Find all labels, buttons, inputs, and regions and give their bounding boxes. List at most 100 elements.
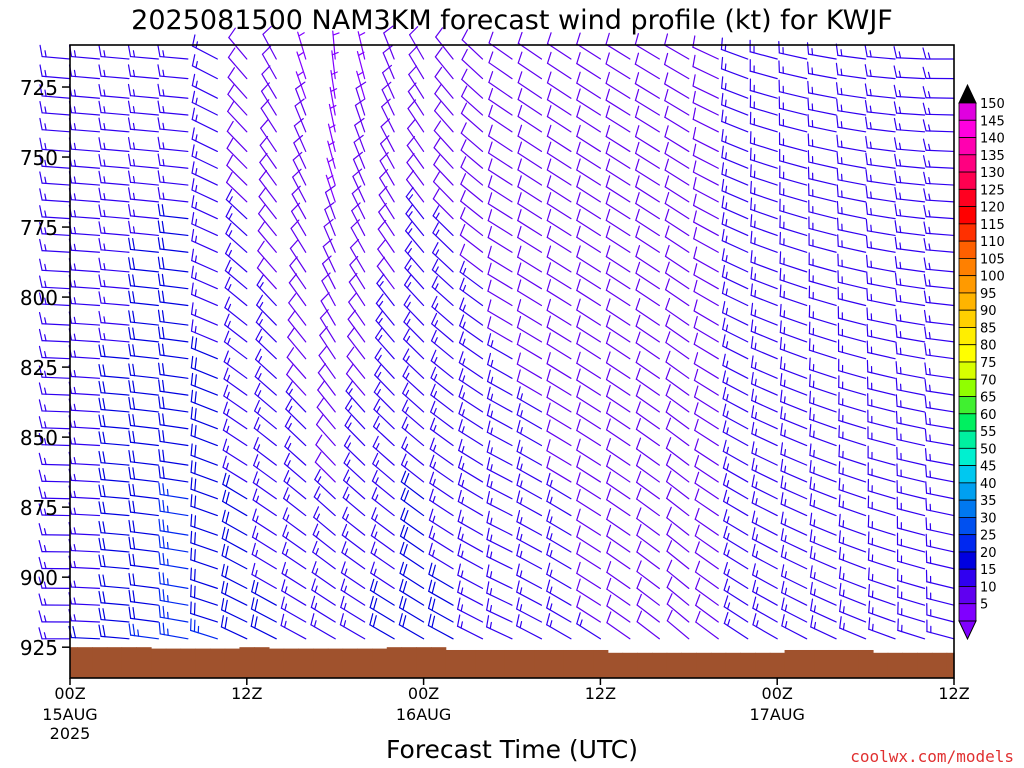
barb-full <box>102 414 106 428</box>
colorbar-label: 115 <box>980 218 1005 233</box>
wind-barb <box>576 542 602 570</box>
barb-half <box>195 80 198 88</box>
barb-full <box>292 168 302 178</box>
wind-barb <box>128 257 159 273</box>
wind-barb <box>461 48 484 80</box>
x-tick-label: 12Z <box>585 684 616 703</box>
barb-full <box>162 449 165 463</box>
barb-half <box>519 570 523 578</box>
barb-half <box>813 519 816 527</box>
barb-full <box>865 185 868 199</box>
barb-full <box>487 158 493 171</box>
barb-full <box>260 99 270 109</box>
wind-barb <box>487 158 513 186</box>
barb-full <box>348 292 357 303</box>
barb-shaft <box>343 479 366 500</box>
barb-full <box>401 416 408 429</box>
barb-half <box>840 121 843 129</box>
wind-barb <box>39 171 71 186</box>
barb-full <box>894 256 898 269</box>
barb-full <box>664 141 669 155</box>
wind-barb <box>838 461 867 483</box>
wind-barb <box>68 538 101 553</box>
barb-half <box>162 89 165 97</box>
wind-barb <box>923 238 955 253</box>
terrain-column <box>504 649 520 678</box>
barb-half <box>726 446 729 454</box>
wind-barb <box>371 487 395 517</box>
barb-shaft <box>779 160 808 169</box>
barb-full <box>605 401 611 414</box>
barb-shaft <box>546 607 572 623</box>
wind-barb <box>349 238 366 273</box>
barb-half <box>43 528 47 536</box>
barb-full <box>132 380 136 394</box>
barb-half <box>549 516 553 524</box>
barb-half <box>461 462 465 471</box>
barb-full <box>895 325 898 338</box>
barb-full <box>190 584 192 598</box>
barb-half <box>343 585 347 593</box>
barb-half <box>928 124 931 132</box>
wind-barb <box>294 98 307 133</box>
barb-shaft <box>258 195 277 220</box>
barb-shaft <box>576 236 602 253</box>
barb-shaft <box>749 106 778 116</box>
barb-full <box>517 105 523 118</box>
barb-shaft <box>837 334 867 343</box>
wind-barb <box>157 153 189 169</box>
wind-barb <box>605 351 631 379</box>
barb-shaft <box>457 520 484 536</box>
barb-full <box>190 302 194 315</box>
barb-shaft <box>866 282 896 290</box>
barb-full <box>132 363 136 377</box>
barb-shaft <box>723 622 749 640</box>
barb-shaft <box>750 192 778 203</box>
barb-half <box>784 621 788 629</box>
barb-half <box>725 341 729 349</box>
barb-shaft <box>808 349 837 360</box>
wind-barb <box>635 367 660 396</box>
barb-half <box>317 476 322 483</box>
barb-full <box>378 202 387 213</box>
barb-half <box>725 218 728 227</box>
barb-full <box>400 487 406 500</box>
barb-shaft <box>837 264 867 273</box>
wind-barb <box>665 453 690 483</box>
barb-shaft <box>312 534 336 553</box>
barb-full <box>460 156 467 168</box>
wind-barb <box>576 595 602 623</box>
barb-full <box>128 220 132 234</box>
wind-barb <box>68 274 101 290</box>
barb-shaft <box>576 429 602 447</box>
barb-full <box>605 88 611 101</box>
barb-full <box>161 363 165 376</box>
barb-full <box>693 210 697 223</box>
terrain-column <box>593 649 609 678</box>
barb-shaft <box>694 413 719 430</box>
barb-half <box>377 317 383 325</box>
wind-barb <box>342 486 366 517</box>
barb-shaft <box>750 294 778 307</box>
barb-shaft <box>866 180 896 186</box>
wind-barb <box>486 440 513 466</box>
barb-shaft <box>486 502 513 517</box>
barb-shaft <box>838 472 867 483</box>
wind-barb <box>779 267 808 290</box>
barb-full <box>894 170 898 183</box>
barb-full <box>635 437 642 450</box>
wind-barb <box>865 254 896 273</box>
wind-barb <box>68 44 101 60</box>
wind-barb <box>576 351 602 379</box>
barb-half <box>103 122 106 131</box>
barb-shaft <box>778 107 808 116</box>
barb-shaft <box>896 319 926 326</box>
barb-full <box>576 32 581 45</box>
barb-half <box>869 158 872 166</box>
barb-full <box>190 336 194 349</box>
barb-full <box>260 118 269 129</box>
barb-full <box>458 419 463 432</box>
barb-shaft <box>517 186 543 203</box>
barb-shaft <box>402 375 425 396</box>
barb-half <box>43 598 47 606</box>
